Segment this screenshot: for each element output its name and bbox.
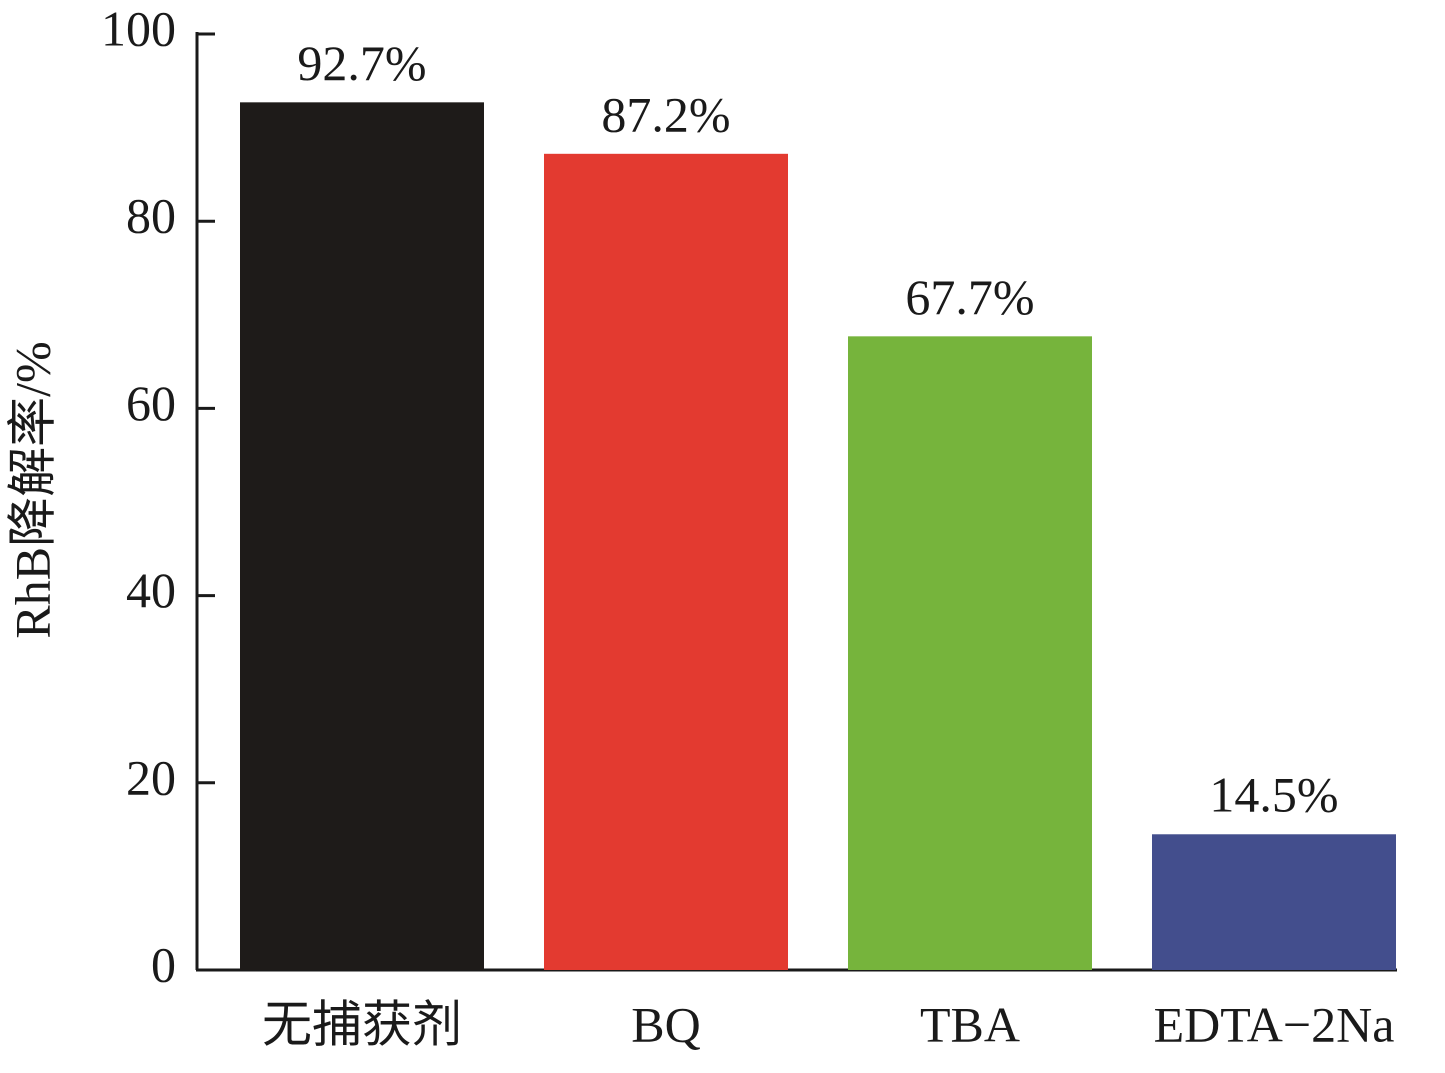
value-label: 67.7%	[905, 269, 1034, 325]
bar	[544, 153, 788, 971]
y-tick-label: 20	[126, 749, 176, 805]
y-tick-label: 100	[101, 0, 176, 56]
x-tick-label: BQ	[631, 996, 700, 1052]
bar	[1152, 834, 1396, 970]
value-label: 92.7%	[297, 35, 426, 91]
bar	[848, 336, 1092, 970]
bar	[240, 102, 484, 970]
value-label: 87.2%	[601, 86, 730, 142]
y-tick-label: 80	[126, 188, 176, 244]
y-tick-label: 0	[151, 936, 176, 992]
value-label: 14.5%	[1209, 767, 1338, 823]
x-tick-label: EDTA−2Na	[1154, 996, 1395, 1052]
y-tick-label: 60	[126, 375, 176, 431]
x-tick-label: 无捕获剂	[262, 996, 462, 1052]
y-axis-label: RhB降解率/%	[4, 341, 60, 638]
x-tick-label: TBA	[920, 996, 1020, 1052]
y-tick-label: 40	[126, 562, 176, 618]
